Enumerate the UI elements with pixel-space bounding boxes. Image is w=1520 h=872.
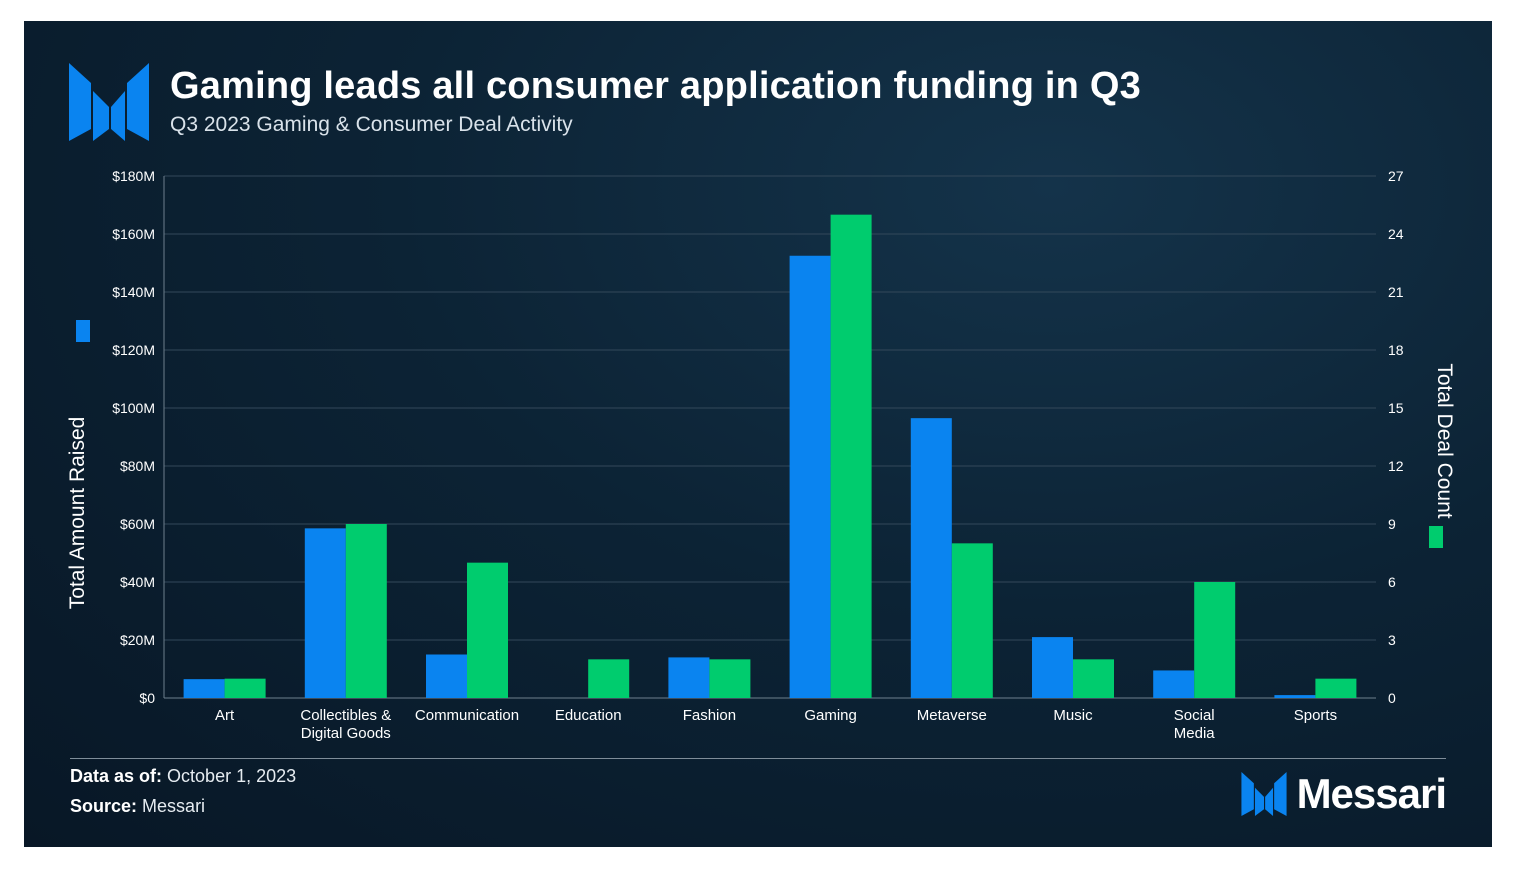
brand-name: Messari (1296, 770, 1447, 817)
y2-tick-label: 24 (1388, 226, 1404, 242)
bar-deal-count (467, 562, 508, 698)
bar-amount-raised (789, 255, 831, 698)
chart-title: Gaming leads all consumer application fu… (170, 65, 1141, 107)
bar-chart: $0 0 $20M 3 $40M 6 $60M 9 $80M 12 $100M 15 $120M 18 $1… (66, 168, 1456, 742)
data-as-of: Data as of: October 1, 2023 (70, 766, 296, 787)
bar-amount-raised (1032, 637, 1073, 698)
brand-logo: Messari (1240, 769, 1447, 819)
bar-deal-count (1073, 659, 1114, 698)
bar-amount-raised (910, 418, 952, 698)
source: Source: Messari (70, 796, 205, 817)
y2-tick-label: 21 (1388, 284, 1404, 300)
source-label: Source: (70, 796, 138, 816)
y-tick-label: $40M (120, 574, 155, 590)
y2-tick-label: 18 (1388, 342, 1404, 358)
bar-deal-count (709, 659, 751, 698)
x-tick-label: Music (1053, 707, 1093, 724)
y2-tick-label: 27 (1388, 168, 1404, 184)
bar-deal-count (588, 659, 630, 698)
x-tick-label: Education (555, 707, 622, 724)
bar-amount-raised (304, 528, 346, 698)
y2-tick-label: 9 (1388, 516, 1396, 532)
bar-deal-count (224, 678, 266, 698)
bar-amount-raised (668, 657, 710, 698)
bar-deal-count (830, 214, 872, 698)
messari-brand-icon (1240, 772, 1287, 816)
chart-subtitle: Q3 2023 Gaming & Consumer Deal Activity (170, 113, 573, 136)
y2-tick-label: 3 (1388, 632, 1396, 648)
bar-amount-raised (1153, 670, 1195, 698)
y-tick-label: $0 (139, 690, 155, 706)
y-tick-label: $80M (120, 458, 155, 474)
bar-amount-raised (183, 679, 225, 698)
y-tick-label: $180M (112, 168, 155, 184)
x-tick-label: Sports (1294, 707, 1337, 724)
y-tick-label: $140M (112, 284, 155, 300)
y2-tick-label: 6 (1388, 574, 1396, 590)
y-tick-label: $120M (112, 342, 155, 358)
bar-amount-raised (426, 654, 467, 698)
bar-deal-count (1315, 678, 1357, 698)
y-tick-label: $60M (120, 516, 155, 532)
x-tick-label: Fashion (683, 707, 736, 724)
y2-axis-label: Total Deal Count (1433, 363, 1456, 518)
data-as-of-label: Data as of: (70, 766, 163, 786)
y2-tick-label: 15 (1388, 400, 1404, 416)
x-tick-label: Art (215, 707, 235, 724)
x-tick-label: Communication (415, 707, 519, 724)
bar-deal-count (345, 524, 387, 698)
bar-deal-count (951, 543, 993, 698)
x-tick-label: Media (1174, 725, 1216, 742)
y2-tick-label: 12 (1388, 458, 1404, 474)
x-tick-label: Collectibles & (300, 707, 391, 724)
chart-panel: Gaming leads all consumer application fu… (24, 21, 1492, 847)
bar-deal-count (1194, 582, 1236, 698)
x-tick-label: Metaverse (917, 707, 987, 724)
source-value: Messari (142, 796, 206, 816)
y-axis-legend-swatch (76, 320, 90, 342)
y2-axis-legend-swatch (1429, 526, 1443, 548)
x-tick-label: Digital Goods (301, 725, 391, 742)
y-tick-label: $20M (120, 632, 155, 648)
y-axis-label: Total Amount Raised (66, 417, 89, 610)
x-tick-label: Gaming (804, 707, 857, 724)
x-tick-label: Social (1174, 707, 1215, 724)
y-tick-label: $160M (112, 226, 155, 242)
footer-divider (70, 758, 1446, 759)
bar-amount-raised (1274, 695, 1316, 698)
messari-logo-icon (69, 63, 149, 141)
y2-tick-label: 0 (1388, 690, 1396, 706)
data-as-of-value: October 1, 2023 (167, 766, 297, 786)
y-tick-label: $100M (112, 400, 155, 416)
